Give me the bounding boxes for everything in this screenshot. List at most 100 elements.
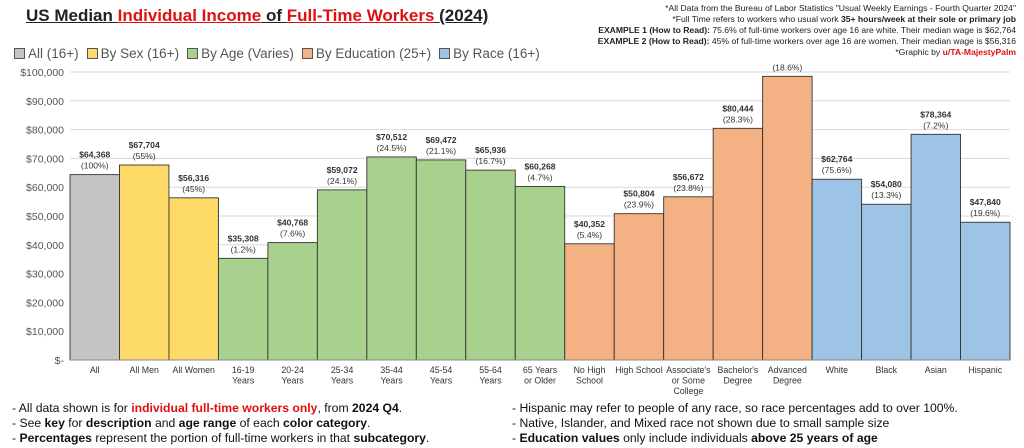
bar-value-label: $59,072 bbox=[327, 165, 358, 175]
example-2-label: EXAMPLE 2 (How to Read): bbox=[597, 36, 710, 46]
y-tick-label: $100,000 bbox=[20, 67, 64, 79]
legend-item-education: By Education (25+) bbox=[301, 46, 431, 61]
bar-value-label: $35,308 bbox=[228, 233, 259, 243]
x-tick-label: or Some bbox=[672, 376, 705, 386]
bar bbox=[168, 197, 219, 361]
note-left-3-e: . bbox=[425, 431, 430, 445]
bar-value-label: $67,704 bbox=[129, 140, 160, 150]
bar-value-label: $60,268 bbox=[524, 161, 555, 171]
bar bbox=[69, 174, 120, 361]
note-left-2-d: description bbox=[85, 416, 152, 430]
x-tick-label: Associate's bbox=[666, 365, 711, 375]
legend-label-sex: By Sex (16+) bbox=[100, 46, 180, 61]
x-tick-label: Years bbox=[380, 376, 403, 386]
note-right-3-a: - bbox=[512, 431, 520, 445]
x-tick-label: Years bbox=[331, 376, 354, 386]
x-tick-label: Years bbox=[232, 376, 255, 386]
credit-user: u/TA-MajestyPalm bbox=[942, 47, 1016, 57]
credit-text: *Graphic by bbox=[895, 47, 943, 57]
note-right-3-d: above 25 years of age bbox=[751, 431, 878, 445]
y-tick-label: $20,000 bbox=[26, 297, 64, 309]
x-tick-label: All bbox=[90, 365, 100, 375]
note-right-1: - Hispanic may refer to people of any ra… bbox=[512, 401, 958, 415]
x-tick-label: College bbox=[673, 386, 703, 396]
x-tick-label: 25-34 bbox=[331, 365, 354, 375]
legend-item-race: By Race (16+) bbox=[439, 46, 540, 61]
x-tick-label: School bbox=[576, 376, 603, 386]
bar-value-label: $69,472 bbox=[426, 135, 457, 145]
bar-value-label: $64,368 bbox=[79, 150, 110, 160]
bar-value-label: $80,444 bbox=[722, 103, 753, 113]
x-tick-label: Degree bbox=[773, 376, 802, 386]
bar bbox=[960, 221, 1011, 361]
title-part-4: Full-Time Workers bbox=[286, 6, 435, 25]
bar-pct-label: (7.6%) bbox=[280, 229, 305, 239]
note-left-1-e: . bbox=[398, 401, 403, 415]
bar-pct-label: (21.1%) bbox=[426, 146, 456, 156]
x-tick-label: Years bbox=[430, 376, 453, 386]
bar-value-label: $65,936 bbox=[475, 145, 506, 155]
bar bbox=[415, 159, 467, 361]
note-right-3: - Education values only include individu… bbox=[512, 431, 1017, 446]
note-left-3: - Percentages represent the portion of f… bbox=[12, 431, 502, 446]
fulltime-note-b: 35+ hours/week at their sole or primary … bbox=[840, 14, 1016, 24]
note-left-1: - All data shown is for individual full-… bbox=[12, 401, 502, 416]
bar bbox=[119, 164, 170, 361]
x-tick-label: 16-19 bbox=[232, 365, 255, 375]
legend-swatch-sex bbox=[86, 48, 98, 59]
bottom-notes-right: - Hispanic may refer to people of any ra… bbox=[512, 401, 1017, 446]
legend-label-race: By Race (16+) bbox=[453, 46, 540, 61]
credit-note: *Graphic by u/TA-MajestyPalm bbox=[546, 47, 1016, 58]
y-tick-label: $90,000 bbox=[26, 96, 64, 108]
bar-value-label: $50,804 bbox=[623, 189, 654, 199]
note-left-2-c: for bbox=[64, 416, 86, 430]
example-1-note: EXAMPLE 1 (How to Read): 75.6% of full-t… bbox=[546, 25, 1016, 36]
x-tick-label: Hispanic bbox=[968, 365, 1002, 375]
note-left-2-e: and bbox=[151, 416, 179, 430]
note-left-2-b: key bbox=[44, 416, 65, 430]
y-tick-label: $60,000 bbox=[26, 182, 64, 194]
bar-value-label: $54,080 bbox=[871, 179, 902, 189]
x-tick-label: Asian bbox=[925, 365, 947, 375]
chart-title: US Median Individual Income of Full-Time… bbox=[26, 6, 488, 26]
bar bbox=[514, 185, 566, 361]
bar-pct-label: (5.4%) bbox=[577, 230, 602, 240]
note-left-1-c: , from bbox=[317, 401, 353, 415]
x-tick-label: 20-24 bbox=[281, 365, 304, 375]
note-left-2-i: . bbox=[367, 416, 371, 430]
note-left-2-a: - See bbox=[12, 416, 45, 430]
title-part-3: of bbox=[261, 6, 287, 25]
note-left-2-h: color category bbox=[283, 416, 368, 430]
note-left-3-d: subcategory bbox=[353, 431, 426, 445]
bar-value-label: $62,764 bbox=[821, 154, 852, 164]
bar-pct-label: (55%) bbox=[133, 151, 156, 161]
x-tick-label: All Men bbox=[130, 365, 159, 375]
example-1-label: EXAMPLE 1 (How to Read): bbox=[598, 25, 710, 35]
bar bbox=[613, 213, 665, 361]
bar bbox=[267, 242, 318, 361]
legend-item-age: By Age (Varies) bbox=[187, 46, 294, 61]
bar-pct-label: (100%) bbox=[81, 161, 109, 171]
y-tick-label: $30,000 bbox=[26, 269, 64, 281]
legend: All (16+) By Sex (16+) By Age (Varies) By E… bbox=[14, 46, 540, 61]
example-2-text: 45% of full-time workers over age 16 are… bbox=[709, 36, 1016, 46]
note-right-3-b: Education values bbox=[519, 431, 620, 445]
note-right-3-c: only include individuals bbox=[619, 431, 752, 445]
bar-pct-label: (18.6%) bbox=[772, 64, 802, 72]
note-left-2: - See key for description and age range … bbox=[12, 416, 502, 431]
title-part-5: (2024) bbox=[434, 6, 489, 25]
legend-swatch-all bbox=[14, 48, 25, 59]
bar bbox=[217, 257, 269, 361]
fulltime-note: *Full Time refers to workers who usual w… bbox=[546, 14, 1016, 25]
y-tick-label: $10,000 bbox=[26, 326, 64, 338]
bar-pct-label: (28.3%) bbox=[723, 114, 753, 124]
title-part-2: Individual Income bbox=[117, 6, 262, 25]
x-tick-label: or Older bbox=[524, 376, 556, 386]
note-left-2-f: age range bbox=[178, 416, 237, 430]
x-tick-label: 55-64 bbox=[479, 365, 502, 375]
bar-pct-label: (1.2%) bbox=[231, 244, 256, 254]
bar-value-label: $56,672 bbox=[673, 172, 704, 182]
bar bbox=[366, 156, 417, 361]
x-tick-label: 35-44 bbox=[380, 365, 403, 375]
note-left-3-c: represent the portion of full-time worke… bbox=[91, 431, 354, 445]
